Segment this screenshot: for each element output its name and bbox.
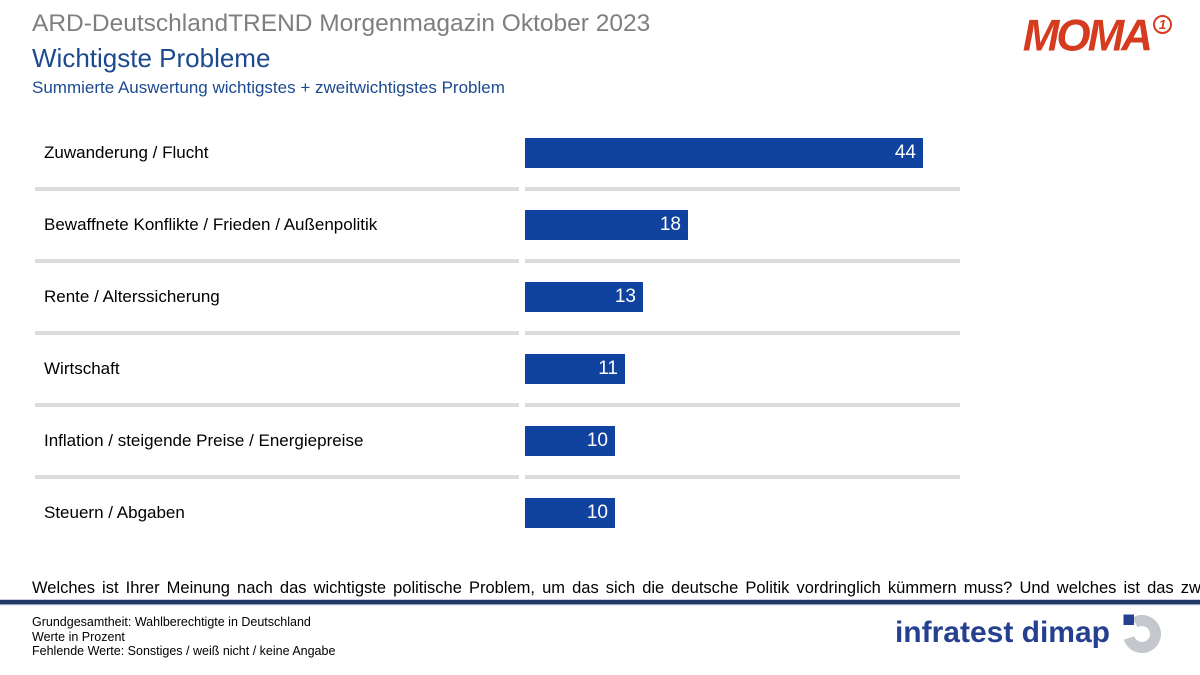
bar-chart: Zuwanderung / Flucht 44 Bewaffnete Konfl…	[0, 117, 1200, 549]
category-label: Wirtschaft	[44, 359, 120, 378]
chart-row: Steuern / Abgaben 10	[0, 477, 1200, 549]
bar-value-label: 18	[659, 214, 681, 235]
header: ARD-DeutschlandTREND Morgenmagazin Oktob…	[32, 10, 650, 98]
bar-value-label: 10	[586, 430, 608, 451]
chart-row: Wirtschaft 11	[0, 333, 1200, 407]
category-label: Inflation / steigende Preise / Energiepr…	[44, 431, 364, 450]
footnote-population: Grundgesamtheit: Wahlberechtigte in Deut…	[32, 615, 311, 629]
bar-value-label: 10	[586, 502, 608, 523]
footnote-missing: Fehlende Werte: Sonstiges / weiß nicht /…	[32, 644, 336, 658]
bar-value-label: 11	[598, 358, 618, 379]
row-separator	[35, 187, 960, 191]
ard-one-icon: 1	[1153, 15, 1172, 34]
bar: 11	[525, 354, 625, 384]
category-label: Rente / Alterssicherung	[44, 287, 220, 306]
page-title: Wichtigste Probleme	[32, 43, 271, 73]
category-label: Zuwanderung / Flucht	[44, 143, 209, 162]
row-separator	[35, 259, 960, 263]
category-label: Bewaffnete Konflikte / Frieden / Außenpo…	[44, 215, 378, 234]
bar: 10	[525, 426, 615, 456]
row-separator	[35, 475, 960, 479]
bar: 44	[525, 138, 923, 168]
page-subtitle: Summierte Auswertung wichtigstes + zweit…	[32, 78, 505, 97]
bar: 10	[525, 498, 615, 528]
chart-row: Bewaffnete Konflikte / Frieden / Außenpo…	[0, 189, 1200, 263]
footer-divider	[0, 599, 1200, 606]
infratest-dimap-logo: infratest dimap	[895, 612, 1162, 654]
survey-series-title: ARD-DeutschlandTREND Morgenmagazin Oktob…	[32, 10, 651, 37]
row-separator	[35, 403, 960, 407]
row-separator	[35, 331, 960, 335]
survey-question: Welches ist Ihrer Meinung nach das wicht…	[32, 579, 1200, 597]
moma-logo: MOMA 1	[1022, 10, 1172, 61]
bar-value-label: 44	[894, 142, 916, 163]
infratest-dimap-logo-icon	[1123, 614, 1161, 653]
chart-row: Zuwanderung / Flucht 44	[0, 117, 1200, 191]
chart-row: Rente / Alterssicherung 13	[0, 261, 1200, 335]
infratest-dimap-logo-text: infratest dimap	[894, 616, 1110, 649]
moma-logo-text: MOMA	[1022, 10, 1153, 61]
bar-value-label: 13	[614, 286, 636, 307]
footnotes: Grundgesamtheit: Wahlberechtigte in Deut…	[32, 615, 335, 659]
chart-row: Inflation / steigende Preise / Energiepr…	[0, 405, 1200, 479]
bar: 13	[525, 282, 643, 312]
bar: 18	[525, 210, 688, 240]
category-label: Steuern / Abgaben	[44, 503, 185, 522]
footnote-unit: Werte in Prozent	[32, 629, 125, 644]
